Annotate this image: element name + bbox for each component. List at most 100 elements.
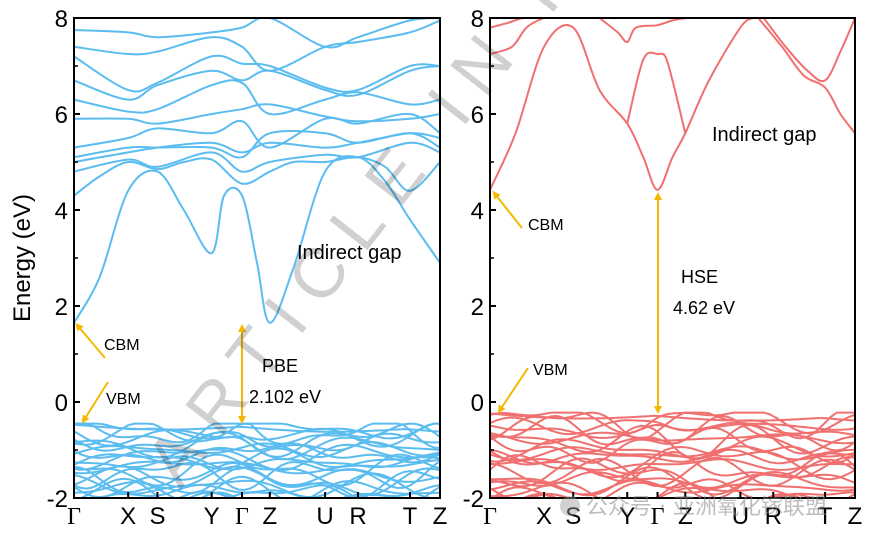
pbe-cbm-arrow	[75, 322, 106, 359]
wechat-watermark-text: 公众号 · 亚洲氧化镓联盟	[586, 495, 827, 520]
hse-y-tick-label: 0	[471, 390, 484, 417]
pbe-y-tick-label: -2	[47, 486, 68, 513]
pbe-vbm-arrow	[81, 381, 109, 424]
pbe-k-label: X	[120, 503, 136, 530]
pbe-valence-band	[74, 490, 396, 498]
pbe-cbm-label: CBM	[104, 337, 140, 354]
hse-gap-value: 4.62 eV	[673, 298, 735, 318]
hse-valence-band	[490, 479, 855, 496]
hse-conduction-band	[757, 18, 855, 134]
hse-valence-band	[490, 450, 855, 483]
hse-valence-band	[490, 458, 855, 471]
hse-y-tick-label: 6	[471, 102, 484, 129]
hse-conduction-band	[490, 18, 553, 55]
hse-valence-band	[490, 431, 855, 445]
hse-cbm-arrow	[492, 190, 523, 229]
pbe-valence-band	[79, 477, 440, 498]
pbe-method-label: PBE	[262, 356, 298, 376]
hse-annotations: CBM VBM HSE 4.62 eV Indirect gap	[492, 124, 817, 414]
pbe-valence-band	[74, 447, 440, 470]
hse-vbm-label: VBM	[533, 362, 568, 379]
pbe-k-label: Z	[433, 503, 448, 530]
hse-k-label: S	[565, 503, 581, 530]
pbe-conduction-band	[74, 155, 440, 324]
hse-valence-band	[490, 435, 855, 463]
hse-conduction-band	[762, 18, 855, 83]
pbe-indirect-gap-label: Indirect gap	[297, 242, 402, 264]
hse-y-tick-label: 4	[471, 198, 484, 225]
pbe-conduction-band	[74, 156, 440, 197]
pbe-conduction-band	[74, 141, 440, 173]
pbe-valence-band	[74, 440, 440, 459]
pbe-k-label: U	[316, 503, 333, 530]
wechat-icon	[560, 496, 580, 516]
hse-k-label: R	[765, 503, 782, 530]
pbe-valence-band	[74, 442, 440, 464]
pbe-vbm-label: VBM	[106, 391, 141, 408]
pbe-y-tick-label: 8	[55, 6, 68, 33]
wechat-watermark: 公众号 · 亚洲氧化镓联盟	[560, 495, 827, 520]
hse-k-label: X	[536, 503, 552, 530]
hse-y-tick-label: 2	[471, 294, 484, 321]
hse-k-label: T	[818, 503, 833, 530]
pbe-y-tick-label: 0	[55, 390, 68, 417]
y-axis-title: Energy (eV)	[9, 194, 36, 322]
pbe-conduction-band	[74, 112, 440, 149]
hse-valence-band	[524, 492, 853, 498]
hse-valence-band	[490, 411, 855, 435]
pbe-k-label: Γ	[67, 504, 81, 530]
pbe-y-ticks: -2 0 2 4 6 8	[47, 6, 80, 513]
hse-conduction-band	[490, 18, 538, 29]
hse-y-tick-label: 8	[471, 6, 484, 33]
pbe-y-tick-label: 2	[55, 294, 68, 321]
pbe-conduction-band	[74, 65, 440, 101]
hse-conduction-band	[598, 18, 688, 44]
hse-k-label: Z	[678, 503, 693, 530]
pbe-valence-band	[74, 453, 440, 487]
pbe-k-label: S	[149, 503, 165, 530]
pbe-gap-value: 2.102 eV	[249, 387, 321, 407]
pbe-conduction-band	[74, 103, 440, 125]
hse-conduction-band	[626, 51, 687, 134]
hse-conduction-band	[490, 18, 754, 191]
pbe-conduction-band	[74, 79, 440, 116]
pbe-valence-band	[74, 458, 440, 475]
pbe-conduction-band	[74, 18, 440, 49]
pbe-k-label: Γ	[235, 504, 249, 530]
hse-indirect-gap-label: Indirect gap	[712, 124, 817, 146]
hse-k-label: U	[732, 503, 749, 530]
hse-k-label: Y	[619, 503, 635, 530]
hse-y-ticks: -2 0 2 4 6 8	[463, 6, 496, 513]
hse-valence-band	[490, 445, 855, 462]
hse-k-label: Z	[848, 503, 863, 530]
pbe-k-label: Z	[262, 503, 277, 530]
hse-vbm-arrow	[497, 367, 529, 414]
hse-bands	[490, 18, 855, 498]
pbe-k-label: R	[349, 503, 366, 530]
hse-cbm-label: CBM	[528, 217, 564, 234]
hse-k-label: Γ	[651, 504, 665, 530]
pbe-y-tick-label: 4	[55, 198, 68, 225]
pbe-valence-band	[74, 431, 440, 461]
pbe-conduction-band	[74, 130, 440, 159]
hse-method-label: HSE	[681, 267, 718, 287]
pbe-k-label: Y	[204, 503, 220, 530]
pbe-k-label: T	[403, 503, 418, 530]
hse-k-label: Γ	[483, 504, 497, 530]
hse-valence-band	[490, 411, 855, 441]
hse-y-tick-label: -2	[463, 486, 484, 513]
hse-valence-band	[490, 421, 855, 439]
pbe-valence-band	[74, 422, 440, 448]
pbe-bands	[74, 18, 440, 498]
pbe-valence-band	[74, 422, 440, 449]
hse-valence-band	[490, 445, 855, 481]
hse-valence-band	[521, 492, 803, 498]
pbe-conduction-band	[74, 54, 440, 93]
pbe-annotations: CBM VBM PBE 2.102 eV Indirect gap	[75, 242, 402, 424]
pbe-conduction-band	[74, 19, 440, 72]
